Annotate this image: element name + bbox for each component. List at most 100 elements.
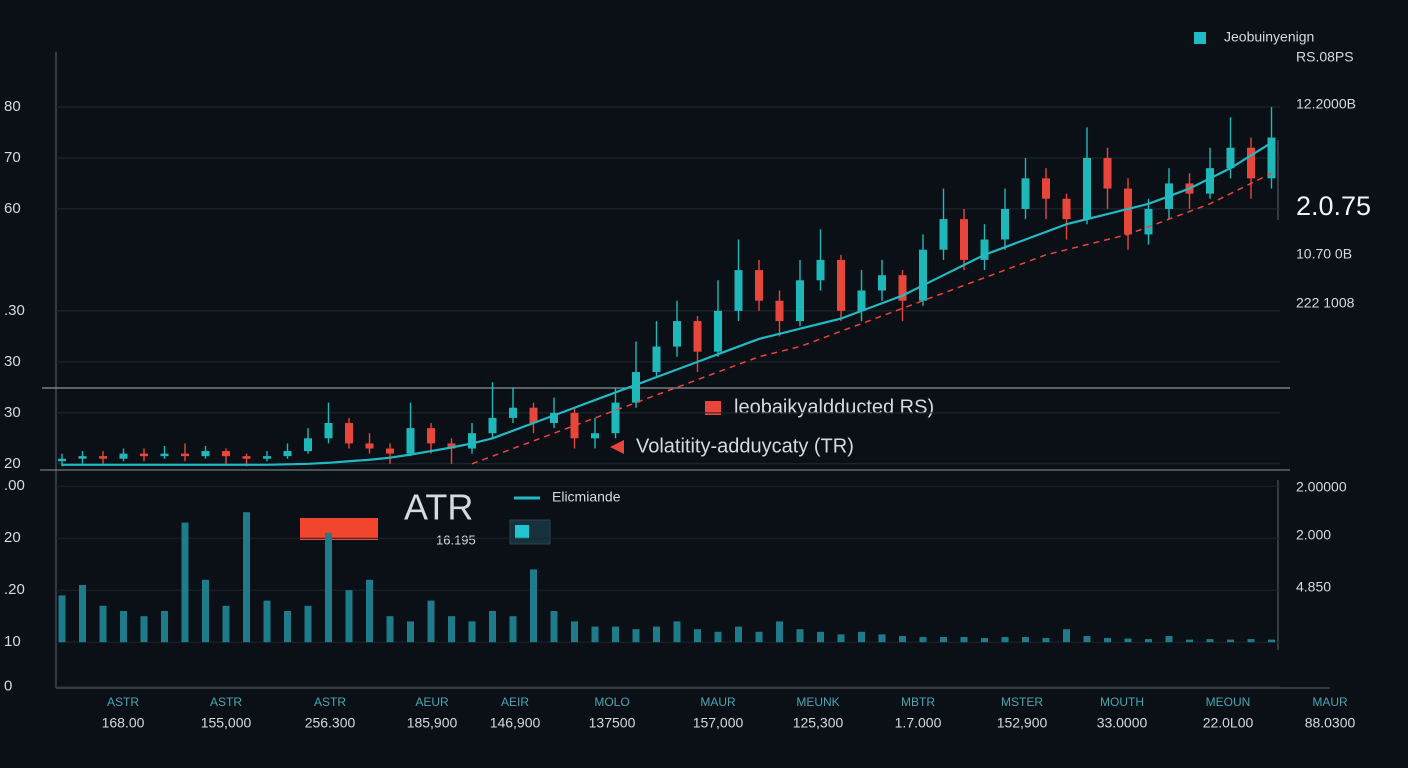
right-label: RS.08PS <box>1296 49 1354 65</box>
candle-body <box>1226 147 1235 169</box>
candle-body <box>468 433 476 449</box>
right-label: 2.0.75 <box>1296 191 1371 221</box>
annotation-arrow <box>610 440 624 454</box>
candle-body <box>714 310 722 352</box>
candle-body <box>734 270 743 311</box>
x-tick-sublabel: 256.300 <box>305 715 356 731</box>
bar <box>1268 639 1275 643</box>
candle-body <box>242 456 251 459</box>
bar <box>632 629 640 643</box>
candle-body <box>160 453 169 457</box>
candle-body <box>386 448 394 454</box>
bar <box>222 605 230 643</box>
bar <box>714 631 722 643</box>
x-tick-label: MAUR <box>1312 695 1348 709</box>
bar <box>243 512 250 643</box>
bar <box>448 616 455 643</box>
x-tick-label: MOUTH <box>1100 695 1144 709</box>
candle-body <box>365 443 374 449</box>
bar <box>776 621 783 643</box>
bar <box>817 631 824 643</box>
bar <box>612 626 619 643</box>
bar <box>120 611 127 643</box>
candle-body <box>324 423 333 439</box>
x-tick-sublabel: 137500 <box>589 715 636 731</box>
bar <box>1083 635 1091 643</box>
bar <box>1227 639 1234 643</box>
x-tick-sublabel: 146,900 <box>490 715 541 731</box>
candle-body <box>529 407 538 424</box>
candle-body <box>550 412 558 424</box>
candle-body <box>58 458 66 462</box>
right-label: 222 1008 <box>1296 295 1355 311</box>
x-tick-sublabel: 33.0000 <box>1097 715 1148 731</box>
bar <box>1124 638 1132 643</box>
bar <box>489 611 496 643</box>
candle-body <box>283 451 292 457</box>
bar <box>1001 637 1009 643</box>
series-line <box>471 172 1272 465</box>
candle-body <box>222 451 230 457</box>
bar <box>1104 638 1111 643</box>
candle-body <box>755 270 763 301</box>
bar <box>694 629 701 643</box>
candle-body <box>980 239 989 260</box>
bar <box>325 533 332 643</box>
bar <box>673 621 681 643</box>
legend-swatch <box>705 401 721 415</box>
bar <box>796 629 804 643</box>
candle-body <box>201 451 210 457</box>
candle-body <box>1042 178 1050 199</box>
candle-body <box>652 346 661 373</box>
bar <box>940 637 947 643</box>
y-tick-label: 70 <box>4 149 21 166</box>
bar <box>161 611 168 643</box>
candle-body <box>1062 198 1071 220</box>
bar <box>427 600 435 643</box>
bar <box>858 631 865 643</box>
candle-body <box>1103 157 1112 189</box>
legend-swatch <box>1194 32 1206 44</box>
x-tick-label: MEUNK <box>796 695 839 709</box>
candle-body <box>1144 208 1153 235</box>
candle-body <box>1124 188 1132 235</box>
bar <box>960 637 968 643</box>
candle-body <box>304 438 312 452</box>
right-label: 12.2000B <box>1296 96 1356 112</box>
y-tick-label: 20 <box>4 529 21 546</box>
candle-body <box>919 249 927 301</box>
x-tick-sublabel: 1.7.000 <box>895 715 942 731</box>
x-tick-label: MBTR <box>901 695 935 709</box>
x-tick-label: AEIR <box>501 695 529 709</box>
bar <box>1063 629 1070 643</box>
candle-body <box>960 219 968 260</box>
right-label: 4.850 <box>1296 579 1331 595</box>
bar <box>899 635 906 643</box>
candle-body <box>570 412 579 439</box>
x-tick-sublabel: 125,300 <box>793 715 844 731</box>
bar <box>140 616 148 643</box>
annotation: Volatitity-adduycaty (TR) <box>636 435 854 457</box>
bar <box>571 621 578 643</box>
bar <box>181 522 189 643</box>
bar <box>366 579 373 643</box>
x-tick-label: MOLO <box>594 695 629 709</box>
bar <box>1022 637 1029 643</box>
candle-body <box>591 433 599 439</box>
candle-body <box>816 259 825 281</box>
x-tick-sublabel: 22.0L00 <box>1203 715 1254 731</box>
candle-body <box>796 280 804 322</box>
bar <box>1247 639 1255 643</box>
candle-body <box>673 321 681 347</box>
bar <box>1042 638 1050 643</box>
x-tick-sublabel: 157,000 <box>693 715 744 731</box>
atr-marker <box>300 518 378 540</box>
y-tick-label: 80 <box>4 98 21 115</box>
y-tick-label: .00 <box>4 477 25 494</box>
candle-body <box>345 423 353 444</box>
candle-body <box>1247 147 1255 179</box>
bar <box>468 621 476 643</box>
x-tick-label: MEOUN <box>1206 695 1251 709</box>
candle-body <box>878 275 886 291</box>
